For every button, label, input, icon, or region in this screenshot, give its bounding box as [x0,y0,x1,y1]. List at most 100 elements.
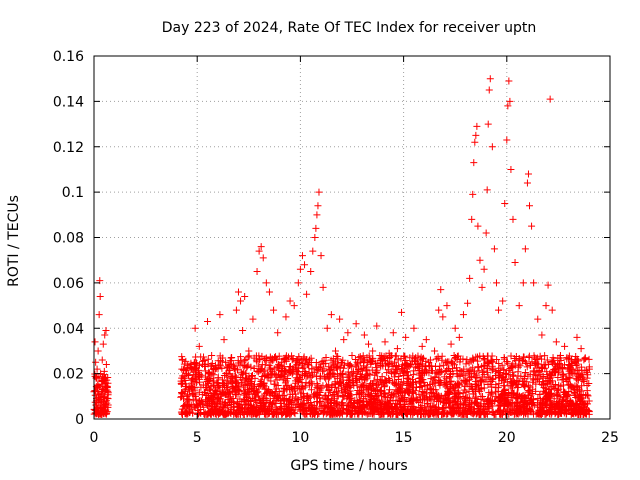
data-point [291,404,299,412]
data-point [227,400,235,408]
data-point [244,397,252,405]
x-tick-label: 10 [291,430,309,446]
data-point [500,389,508,397]
data-point [515,355,523,363]
data-point [530,352,538,360]
data-point [495,360,503,368]
data-point [427,407,435,415]
data-point [394,376,402,384]
data-point [410,367,418,375]
data-point [313,211,321,219]
data-point [507,363,515,371]
data-point [351,356,359,364]
data-point [378,402,386,410]
data-point [276,397,284,405]
data-point [499,297,507,305]
data-point [361,404,369,412]
data-point [363,367,371,375]
data-point [488,383,496,391]
data-point [469,190,477,198]
data-point [278,373,286,381]
data-point [434,354,442,362]
data-point [528,389,536,397]
data-point [241,292,249,300]
data-point [585,408,593,416]
data-point [252,386,260,394]
data-point [218,364,226,372]
data-point [297,389,305,397]
data-point [396,397,404,405]
data-point [402,368,410,376]
data-point [527,361,535,369]
data-point [403,361,411,369]
data-point [323,324,331,332]
data-point [573,401,581,409]
data-point [280,395,288,403]
data-point [583,387,591,395]
data-point [314,385,322,393]
data-point [494,407,502,415]
data-point [558,364,566,372]
data-point [386,386,394,394]
data-point [235,387,243,395]
data-point [542,302,550,310]
data-point [476,377,484,385]
data-point [432,355,440,363]
data-point [178,390,186,398]
data-point [218,407,226,415]
y-tick-label: 0.12 [53,140,84,156]
data-point [338,410,346,418]
data-point [268,368,276,376]
data-point [247,384,255,392]
data-point [390,389,398,397]
data-point [514,390,522,398]
data-point [451,354,459,362]
data-point [509,371,517,379]
data-point [470,400,478,408]
data-point [528,358,536,366]
data-point [435,397,443,405]
data-point [183,369,191,377]
data-point [456,390,464,398]
data-point [102,382,110,390]
data-point [567,410,575,418]
data-point [426,384,434,392]
x-tick-label: 5 [193,430,202,446]
data-point [471,138,479,146]
data-point [206,400,214,408]
data-point [309,247,317,255]
data-point [315,409,323,417]
data-point [267,377,275,385]
data-point [389,329,397,337]
data-point [471,368,479,376]
data-point [265,402,273,410]
data-point [307,354,315,362]
data-point [509,391,517,399]
data-point [419,354,427,362]
data-point [96,391,104,399]
data-point [575,393,583,401]
data-point [385,407,393,415]
data-point [537,396,545,404]
data-point [337,386,345,394]
data-point [532,360,540,368]
data-point [585,397,593,405]
data-point [416,407,424,415]
data-point [429,379,437,387]
data-point [229,362,237,370]
data-point [274,370,282,378]
data-point [356,358,364,366]
data-point [326,410,334,418]
data-point [462,360,470,368]
data-point [565,388,573,396]
data-point [238,398,246,406]
x-tick-label: 0 [90,430,99,446]
data-point [298,252,306,260]
data-point [391,370,399,378]
data-point [308,365,316,373]
data-point [236,405,244,413]
data-point [300,371,308,379]
data-point [408,387,416,395]
data-point [321,392,329,400]
data-point [501,199,509,207]
